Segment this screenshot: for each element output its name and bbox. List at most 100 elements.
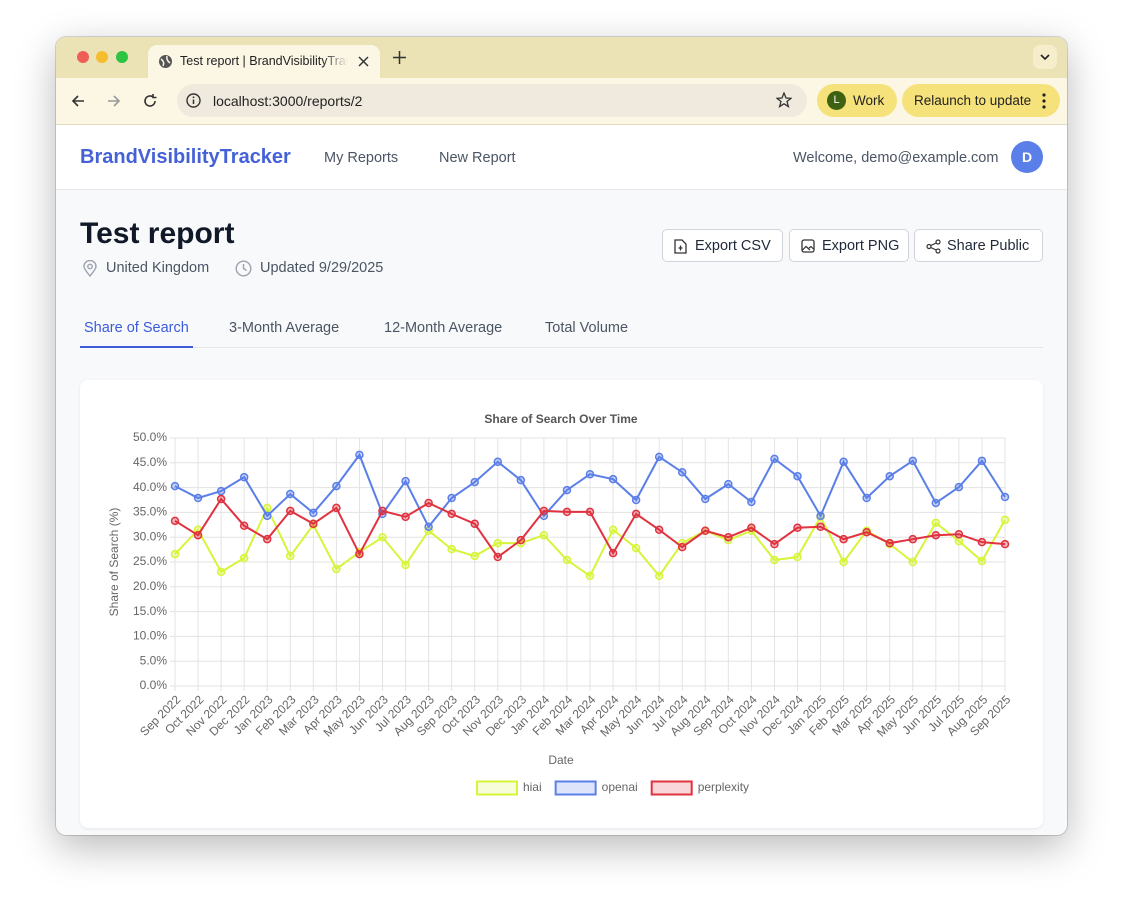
data-point: [931, 518, 941, 528]
data-point: [585, 571, 595, 581]
data-point: [701, 494, 710, 504]
tab[interactable]: 3-Month Average: [229, 320, 340, 336]
data-point: [332, 564, 341, 574]
data-point: [216, 486, 226, 496]
legend-label: openai: [602, 780, 638, 794]
bookmark-star[interactable]: [776, 92, 792, 108]
tab-search[interactable]: [1033, 45, 1057, 69]
button-label: Share Public: [947, 238, 1030, 254]
data-point: [424, 498, 433, 508]
profile-button[interactable]: L Work: [817, 84, 897, 117]
legend-label: hiai: [523, 780, 542, 794]
relaunch-label: Relaunch to update: [914, 93, 1032, 108]
data-point: [401, 512, 410, 522]
data-point: [862, 527, 871, 537]
data-point: [608, 474, 618, 484]
data-point: [424, 522, 433, 532]
report-updated: Updated 9/29/2025: [260, 260, 384, 276]
data-point: [193, 530, 203, 540]
address-bar[interactable]: localhost:3000/reports/2: [177, 84, 807, 117]
export-csv-button[interactable]: Export CSV: [662, 229, 783, 262]
tab[interactable]: Total Volume: [545, 320, 629, 336]
data-point: [193, 493, 203, 503]
y-tick-label: 20.0%: [133, 579, 167, 593]
share-public-button[interactable]: Share Public: [914, 229, 1043, 262]
data-point: [839, 457, 848, 467]
data-point: [539, 530, 549, 540]
nav-link[interactable]: My Reports: [324, 150, 399, 166]
button-label: Export CSV: [695, 238, 771, 254]
data-point: [170, 481, 180, 491]
legend-swatch: [475, 780, 518, 796]
brand[interactable]: BrandVisibilityTracker: [80, 146, 291, 168]
new-tab[interactable]: [393, 51, 406, 64]
data-point: [654, 571, 664, 581]
data-point: [816, 522, 825, 532]
y-tick-label: 30.0%: [133, 529, 167, 543]
report-location: United Kingdom: [106, 260, 210, 276]
data-point: [631, 509, 641, 519]
data-point: [770, 555, 779, 565]
tab[interactable]: Share of Search: [84, 320, 189, 336]
data-point: [262, 503, 272, 513]
back-button[interactable]: [71, 94, 85, 108]
y-tick-label: 5.0%: [140, 653, 168, 667]
data-point: [286, 551, 295, 561]
data-point: [677, 467, 687, 477]
data-point: [885, 471, 894, 481]
data-point: [355, 549, 364, 559]
data-point: [355, 450, 364, 460]
export-png-button[interactable]: Export PNG: [789, 229, 909, 262]
active-tab-underline: [80, 346, 193, 348]
maximize-window[interactable]: [116, 51, 128, 63]
data-point: [747, 523, 756, 533]
data-point: [470, 519, 479, 529]
data-point: [654, 452, 664, 462]
browser-tab[interactable]: Test report | BrandVisibilityTracker: [148, 45, 380, 78]
data-point: [239, 553, 249, 563]
data-point: [793, 523, 802, 533]
data-point: [539, 506, 549, 516]
data-point: [516, 475, 526, 485]
reload-button[interactable]: [143, 94, 157, 108]
data-point: [977, 456, 987, 466]
data-point: [309, 519, 318, 529]
data-point: [954, 482, 964, 492]
data-point: [701, 526, 710, 536]
data-point: [770, 454, 779, 464]
data-point: [1000, 515, 1010, 525]
data-point: [378, 532, 387, 542]
legend-swatch: [554, 780, 597, 796]
data-point: [170, 516, 180, 526]
welcome-text: Welcome, demo@example.com: [793, 150, 999, 166]
data-point: [931, 498, 941, 508]
data-point: [908, 557, 918, 567]
tab[interactable]: 12-Month Average: [384, 320, 503, 336]
y-tick-label: 45.0%: [133, 455, 167, 469]
close-tab[interactable]: [358, 56, 369, 67]
y-tick-label: 50.0%: [133, 430, 167, 444]
tab-title: Test report | BrandVisibilityTracker: [180, 54, 348, 68]
data-point: [262, 534, 272, 544]
data-point: [724, 532, 733, 542]
chart-card: Share of Search Over Time Date Share of …: [80, 380, 1043, 828]
data-point: [585, 469, 595, 479]
forward-button[interactable]: [107, 94, 121, 108]
data-point: [654, 525, 664, 535]
data-point: [447, 544, 456, 554]
chart: Share of Search Over Time Date Share of …: [107, 412, 1014, 796]
nav-link[interactable]: New Report: [439, 150, 516, 166]
data-point: [332, 503, 341, 513]
minimize-window[interactable]: [96, 51, 108, 63]
profile-name: Work: [853, 93, 885, 108]
y-axis-label: Share of Search (%): [107, 508, 121, 617]
close-window[interactable]: [77, 51, 89, 63]
button-label: Export PNG: [822, 238, 900, 254]
x-axis-label: Date: [548, 753, 574, 767]
user-avatar[interactable]: D: [1011, 141, 1043, 173]
series-line: [174, 452, 1006, 529]
site-info-icon[interactable]: [186, 93, 201, 108]
relaunch-button[interactable]: Relaunch to update: [902, 84, 1060, 117]
data-point: [862, 493, 871, 503]
data-point: [262, 511, 272, 521]
